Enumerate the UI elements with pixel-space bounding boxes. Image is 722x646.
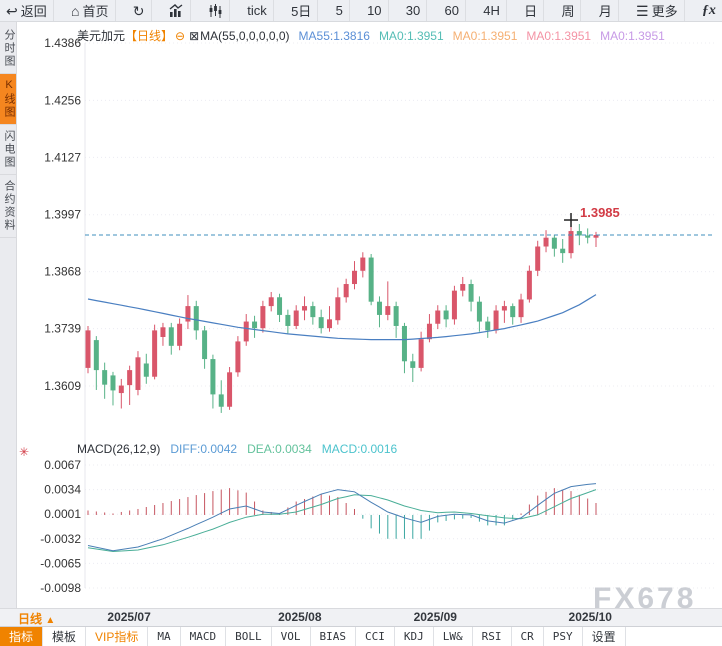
y-axis-label: 1.4256: [44, 93, 81, 107]
period-tag: 【日线】: [125, 29, 174, 43]
triangle-up-icon: ▲: [45, 615, 56, 626]
price-chart-header: 美元加元【日线】 ⊖ ⊠MA(55,0,0,0,0,0) MA55:1.3816 MA0…: [77, 27, 665, 44]
x-axis-label: 2025/09: [413, 610, 457, 624]
content-area: 分时图 K线图 闪电图 合约资料 1.4386 1.4256 1.4127 1.399…: [0, 22, 722, 615]
candlestick-button[interactable]: [202, 0, 231, 21]
macd-value: MACD:0.0016: [321, 442, 398, 456]
tab-vip-indicator[interactable]: VIP指标: [86, 627, 149, 646]
ma0-value-1: MA0:1.3951: [378, 29, 444, 43]
home-icon: ⌂: [71, 2, 80, 19]
ma-chart-icon[interactable]: ⊠: [189, 29, 200, 43]
back-arrow-icon: ↩: [6, 2, 18, 19]
chart-main: 1.4386 1.4256 1.4127 1.3997 1.3868 1.3739 1.36…: [17, 22, 722, 615]
fx-icon: ƒx: [701, 2, 716, 18]
period-5day-button[interactable]: 5日: [285, 0, 319, 21]
x-axis-label: 2025/07: [107, 610, 151, 624]
chart-type-sidebar: 分时图 K线图 闪电图 合约资料: [0, 22, 17, 608]
bar-chart-button[interactable]: [163, 0, 191, 21]
macd-header: MACD(26,12,9) DIFF:0.0042 DEA:0.0034 MACD:0…: [77, 442, 397, 456]
tab-kdj[interactable]: KDJ: [395, 627, 434, 646]
collapse-icon[interactable]: ⊖: [175, 29, 186, 43]
y-axis-label: 1.4386: [44, 36, 81, 50]
period-30min-button[interactable]: 30: [400, 0, 428, 21]
ma0-value-4: MA0:1.3951: [600, 29, 665, 43]
period-60min-button[interactable]: 60: [439, 0, 466, 21]
crosshair-price-label: 1.3985: [580, 205, 620, 220]
tick-period-button[interactable]: tick: [241, 0, 274, 21]
tab-macd[interactable]: MACD: [181, 627, 227, 646]
symbol-name: 美元加元: [77, 29, 126, 43]
period-10min-button[interactable]: 10: [361, 0, 389, 21]
y-axis-label: 1.3868: [44, 265, 81, 279]
tab-rsi[interactable]: RSI: [473, 627, 512, 646]
tab-cci[interactable]: CCI: [356, 627, 395, 646]
y-axis-label: -0.0032: [40, 532, 81, 546]
period-4h-button[interactable]: 4H: [477, 0, 507, 21]
ma-setting: MA(55,0,0,0,0,0): [200, 29, 290, 43]
period-day-button[interactable]: 日: [518, 0, 545, 21]
ma0-value-3: MA0:1.3951: [526, 29, 592, 43]
indicator-settings-icon[interactable]: ✳: [19, 445, 30, 459]
period-5min-button[interactable]: 5: [330, 0, 350, 21]
price-macd-chart[interactable]: 1.4386 1.4256 1.4127 1.3997 1.3868 1.3739 1.36…: [17, 22, 722, 608]
sidebar-item-contract-info[interactable]: 合约资料: [0, 175, 16, 238]
y-axis-label: 1.3739: [44, 322, 81, 336]
period-month-button[interactable]: 月: [593, 0, 619, 21]
home-label: 首页: [82, 4, 109, 19]
tab-cr[interactable]: CR: [512, 627, 544, 646]
bar-chart-icon: [169, 3, 183, 17]
y-axis-label: 1.4127: [44, 150, 81, 164]
dea-value: DEA:0.0034: [247, 442, 312, 456]
back-button[interactable]: ↩ 返回: [0, 0, 54, 21]
sidebar-item-kline-chart[interactable]: K线图: [0, 74, 16, 125]
x-axis-label: 2025/08: [278, 610, 322, 624]
y-axis-label: -0.0065: [40, 556, 81, 570]
top-toolbar: ↩ 返回 ⌂ 首页 ↻ tick 5日 5 10 30 60 4H 日 周 月 ☰ 更…: [0, 0, 722, 22]
tab-settings[interactable]: 设置: [583, 627, 626, 646]
period-selector[interactable]: 日线 ▲: [18, 612, 56, 626]
tick-label: tick: [247, 3, 267, 18]
tab-vol[interactable]: VOL: [272, 627, 311, 646]
y-axis-label: 1.3997: [44, 208, 81, 222]
diff-value: DIFF:0.0042: [170, 442, 238, 456]
x-axis-row: 日线 ▲ 2025/07 2025/08 2025/09 2025/10: [0, 608, 722, 626]
hamburger-icon: ☰: [636, 2, 649, 19]
macd-title: MACD(26,12,9): [77, 442, 161, 456]
y-axis-label: -0.0098: [40, 581, 81, 595]
ma55-value: MA55:1.3816: [298, 29, 370, 43]
y-axis-label: 1.3609: [44, 379, 81, 393]
sidebar-item-time-chart[interactable]: 分时图: [0, 24, 16, 74]
refresh-icon: ↻: [132, 2, 145, 19]
tab-bias[interactable]: BIAS: [311, 627, 356, 646]
tab-indicator[interactable]: 指标: [0, 627, 44, 646]
x-axis-label: 2025/10: [568, 610, 612, 624]
ma0-value-2: MA0:1.3951: [452, 29, 518, 43]
tab-boll[interactable]: BOLL: [226, 627, 272, 646]
back-label: 返回: [20, 4, 47, 19]
more-button[interactable]: ☰ 更多: [630, 0, 685, 21]
candlestick-icon: [209, 3, 222, 18]
indicator-tab-bar: 指标 模板 VIP指标 MA MACD BOLL VOL BIAS CCI KD…: [0, 626, 722, 646]
fx678-watermark: FX678: [593, 582, 697, 615]
tab-ma[interactable]: MA: [148, 627, 181, 646]
tab-psy[interactable]: PSY: [544, 627, 583, 646]
fx-indicator-button[interactable]: ƒx: [696, 0, 722, 21]
y-axis-label: 0.0001: [44, 507, 81, 521]
tab-lw[interactable]: LW&: [434, 627, 473, 646]
period-week-button[interactable]: 周: [555, 0, 582, 21]
sidebar-item-lightning-chart[interactable]: 闪电图: [0, 125, 16, 175]
y-axis-label: 0.0034: [44, 483, 81, 497]
y-axis-label: 0.0067: [44, 458, 81, 472]
home-button[interactable]: ⌂ 首页: [65, 0, 116, 21]
tab-template[interactable]: 模板: [43, 627, 87, 646]
refresh-button[interactable]: ↻: [127, 0, 152, 21]
